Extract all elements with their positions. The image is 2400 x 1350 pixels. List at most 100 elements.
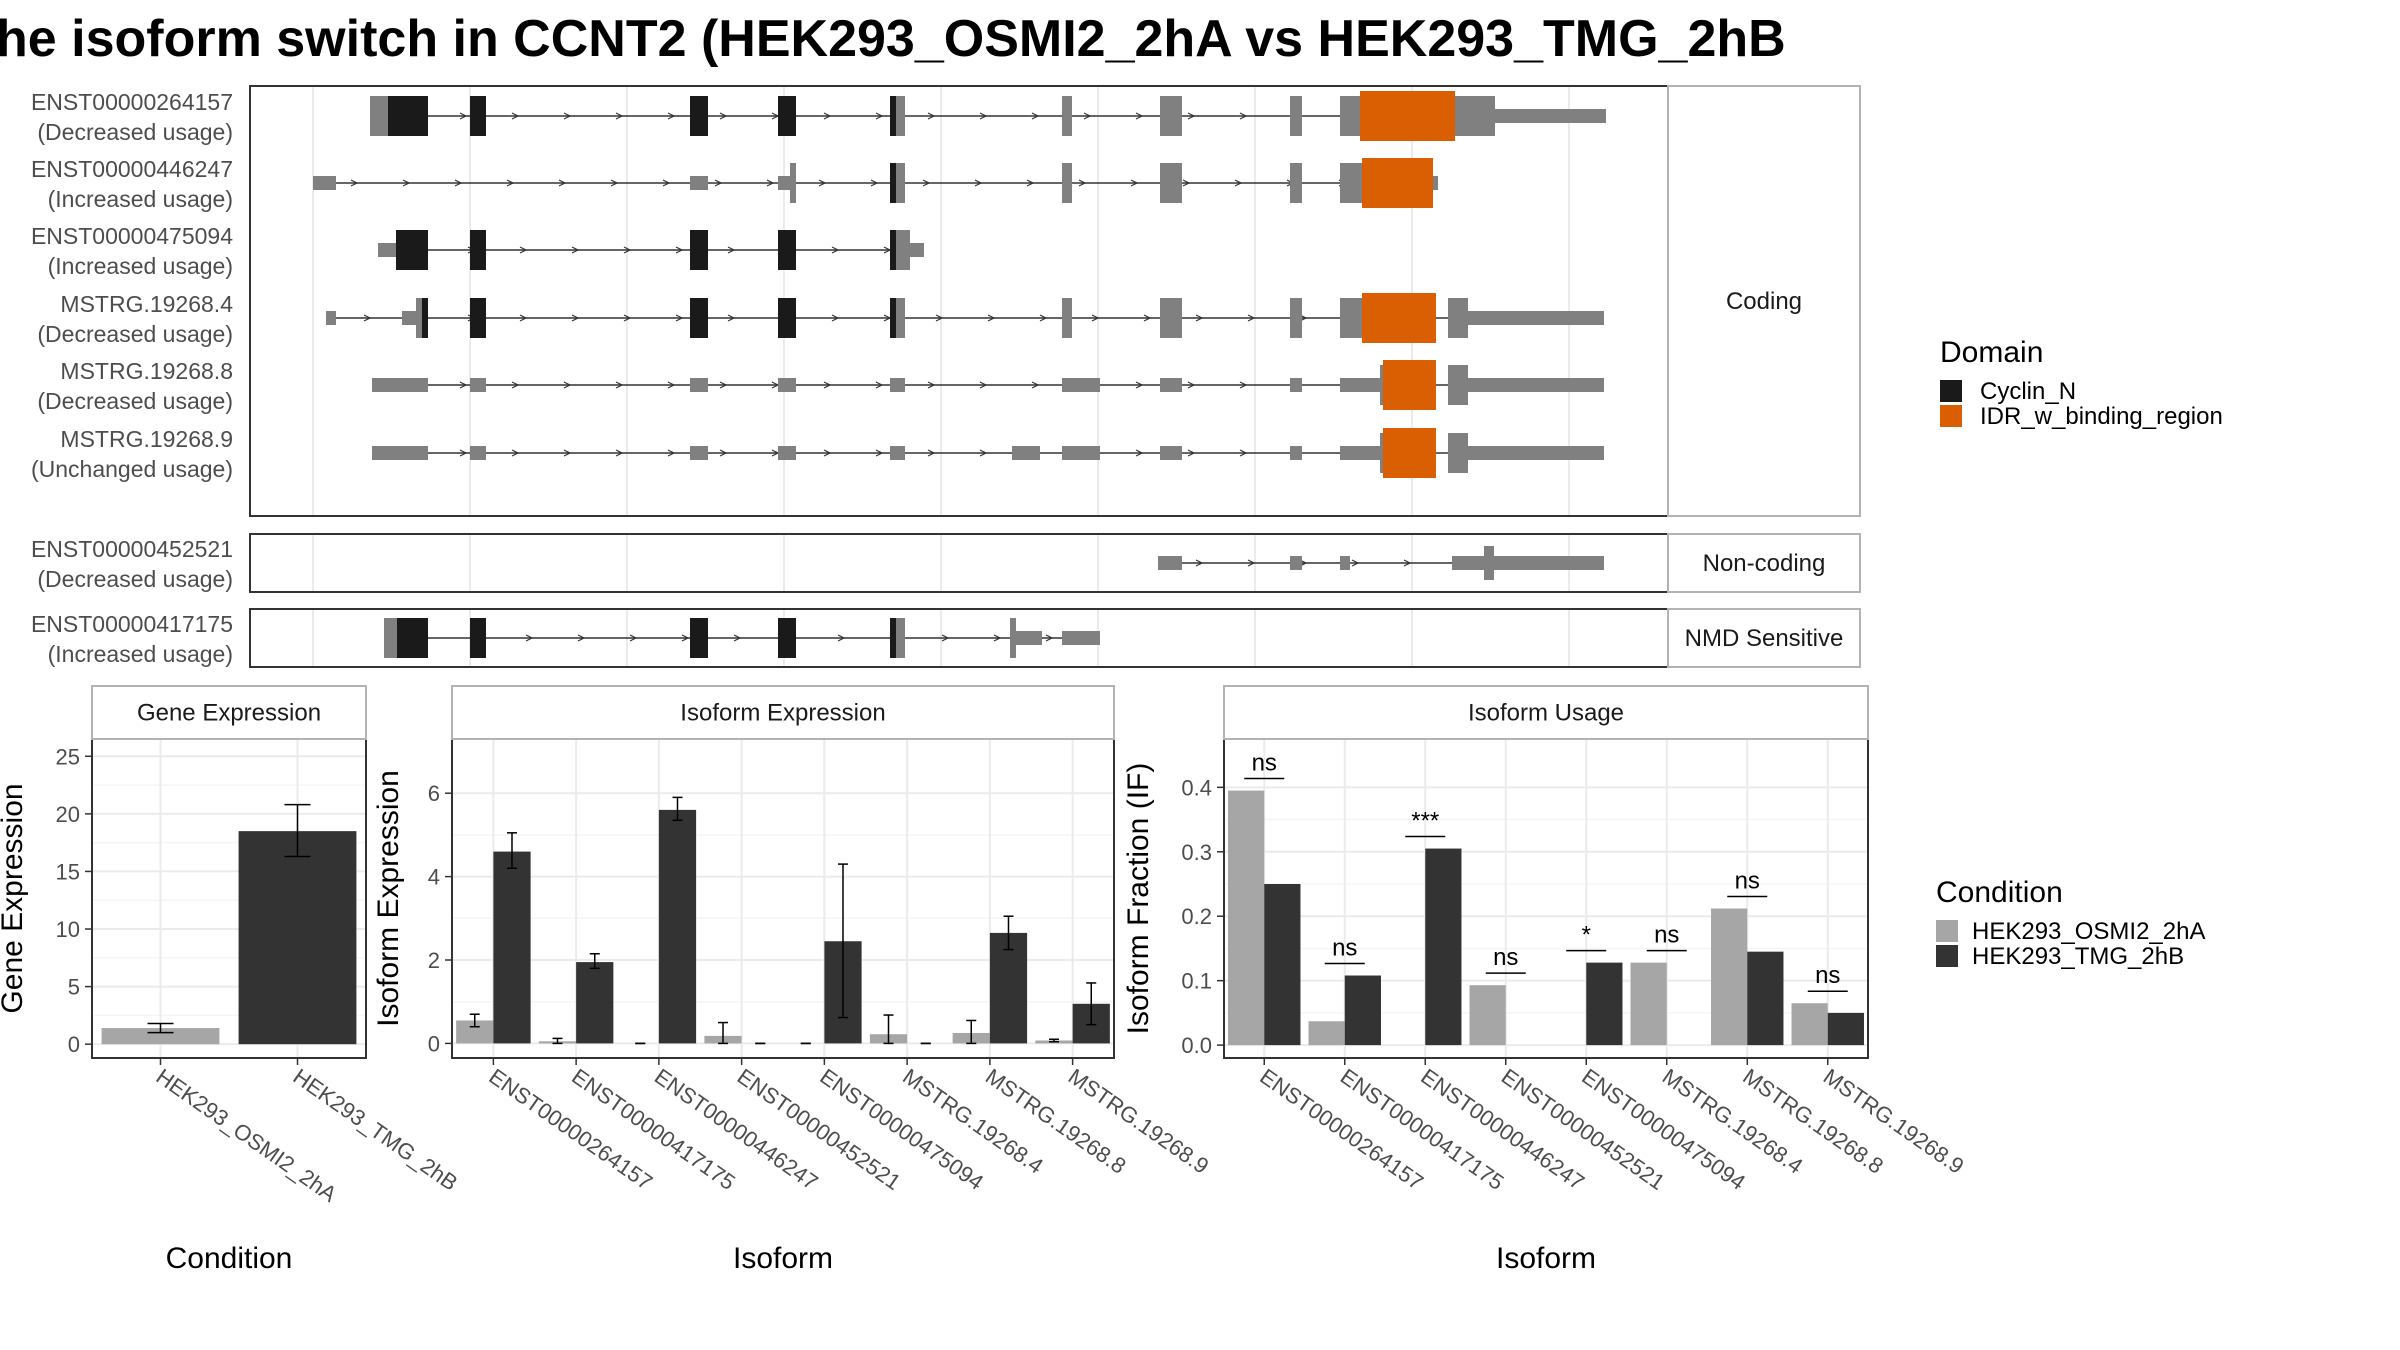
transcript-usage-label: (Decreased usage) xyxy=(37,119,233,145)
intron-direction-arrow xyxy=(563,112,572,120)
significance-label: ns xyxy=(1252,750,1277,777)
exon xyxy=(1448,433,1468,473)
exon xyxy=(778,176,790,190)
exon xyxy=(378,243,396,257)
intron-direction-arrow xyxy=(1247,314,1256,322)
exon xyxy=(1012,446,1040,460)
exon xyxy=(1160,298,1182,338)
significance-label: ns xyxy=(1332,935,1357,962)
intron-direction-arrow xyxy=(667,112,676,120)
y-tick-label: 25 xyxy=(56,744,80,769)
intron-direction-arrow xyxy=(719,112,728,120)
y-tick-label: 15 xyxy=(56,859,80,884)
transcript-id-label: MSTRG.19268.4 xyxy=(60,291,233,317)
intron-direction-arrow xyxy=(506,179,515,187)
transcript-id-label: ENST00000264157 xyxy=(31,89,233,115)
intron-direction-arrow xyxy=(766,179,775,187)
exon-cyclin-n-domain xyxy=(890,230,896,270)
significance-label: ns xyxy=(1493,944,1518,971)
exon-idr-binding-region xyxy=(1383,360,1436,410)
transcript-id-label: ENST00000417175 xyxy=(31,611,233,637)
exon-cyclin-n-domain xyxy=(397,618,428,658)
exon xyxy=(372,446,428,460)
bar xyxy=(1791,1003,1828,1046)
y-tick-label: 0.2 xyxy=(1181,904,1212,929)
exon xyxy=(1484,546,1494,580)
intron-direction-arrow xyxy=(1130,179,1139,187)
intron-direction-arrow xyxy=(623,314,632,322)
exon xyxy=(1340,446,1380,460)
intron-direction-arrow xyxy=(615,449,624,457)
intron-direction-arrow xyxy=(875,112,884,120)
strip-non-coding-label: Non-coding xyxy=(1703,550,1826,577)
y-tick-label: 6 xyxy=(428,781,440,806)
y-tick-label: 0 xyxy=(428,1031,440,1056)
exon-idr-binding-region xyxy=(1362,293,1436,343)
exon xyxy=(1340,96,1360,136)
bar xyxy=(1586,962,1623,1046)
intron-direction-arrow xyxy=(1135,112,1144,120)
y-tick-label: 0.1 xyxy=(1181,969,1212,994)
exon xyxy=(1494,556,1604,570)
intron-direction-arrow xyxy=(558,179,567,187)
intron-direction-arrow xyxy=(681,634,690,642)
panel-isoform-usage: ns ns *** ns * ns ns ns Isoform Usage 0.0 0.1 0.2 0.… xyxy=(1122,685,1968,1275)
legend-swatch-cyclin-n xyxy=(1940,380,1962,402)
intron-direction-arrow xyxy=(922,179,931,187)
exon xyxy=(1160,446,1182,460)
intron-direction-arrow xyxy=(1182,179,1191,187)
bar xyxy=(1344,975,1381,1046)
x-tick-label: MSTRG.19268.8 xyxy=(1738,1064,1888,1179)
intron-direction-arrow xyxy=(675,314,684,322)
y-tick-label: 4 xyxy=(428,865,440,890)
structure-facet-coding: ENST00000264157(Decreased usage)ENST0000… xyxy=(31,85,1861,517)
y-tick-label: 0.0 xyxy=(1181,1033,1212,1058)
exon-cyclin-n-domain xyxy=(778,230,796,270)
bar xyxy=(1308,1021,1345,1046)
exon xyxy=(1016,631,1042,645)
exon-cyclin-n-domain xyxy=(470,230,486,270)
intron-direction-arrow xyxy=(1239,449,1248,457)
exon xyxy=(1448,365,1468,405)
exon xyxy=(402,311,416,325)
intron-direction-arrow xyxy=(1135,449,1144,457)
intron-direction-arrow xyxy=(1135,381,1144,389)
bar xyxy=(576,962,614,1044)
intron-direction-arrow xyxy=(577,634,586,642)
transcript-id-label: MSTRG.19268.9 xyxy=(60,426,233,452)
intron-direction-arrow xyxy=(571,314,580,322)
transcript-track: ENST00000446247 (Increased usage) xyxy=(31,156,1438,212)
intron-direction-arrow xyxy=(511,112,520,120)
exon xyxy=(896,618,905,658)
strip-coding-label: Coding xyxy=(1726,288,1802,315)
exon xyxy=(1468,446,1604,460)
intron-direction-arrow xyxy=(1078,179,1087,187)
transcript-track: MSTRG.19268.9 (Unchanged usage) xyxy=(31,426,1604,482)
intron-direction-arrow xyxy=(935,314,944,322)
exon-cyclin-n-domain xyxy=(690,298,708,338)
exon xyxy=(384,618,397,658)
panel-isoform-expression: Isoform Expression0246ENST00000264157ENS… xyxy=(372,685,1213,1275)
transcript-track: MSTRG.19268.8 (Decreased usage) xyxy=(37,358,1604,414)
exon xyxy=(1290,96,1302,136)
intron-direction-arrow xyxy=(733,634,742,642)
exon-cyclin-n-domain xyxy=(778,298,796,338)
structure-facet-nmd-sensitive: ENST00000417175 (Increased usage) NMD Sens… xyxy=(31,608,1861,668)
intron-direction-arrow xyxy=(831,246,840,254)
transcript-usage-label: (Unchanged usage) xyxy=(31,456,233,482)
exon xyxy=(910,243,924,257)
intron-direction-arrow xyxy=(675,246,684,254)
intron-direction-arrow xyxy=(1031,381,1040,389)
exon xyxy=(1062,163,1072,203)
exon xyxy=(778,378,796,392)
exon xyxy=(1455,96,1495,136)
intron-direction-arrow xyxy=(363,314,372,322)
legend-label: HEK293_OSMI2_2hA xyxy=(1972,918,2205,945)
transcript-track: ENST00000264157 (Decreased usage) xyxy=(31,89,1606,145)
exon xyxy=(1340,163,1362,203)
intron-direction-arrow xyxy=(875,449,884,457)
intron-direction-arrow xyxy=(831,314,840,322)
intron-direction-arrow xyxy=(719,381,728,389)
intron-direction-arrow xyxy=(979,381,988,389)
